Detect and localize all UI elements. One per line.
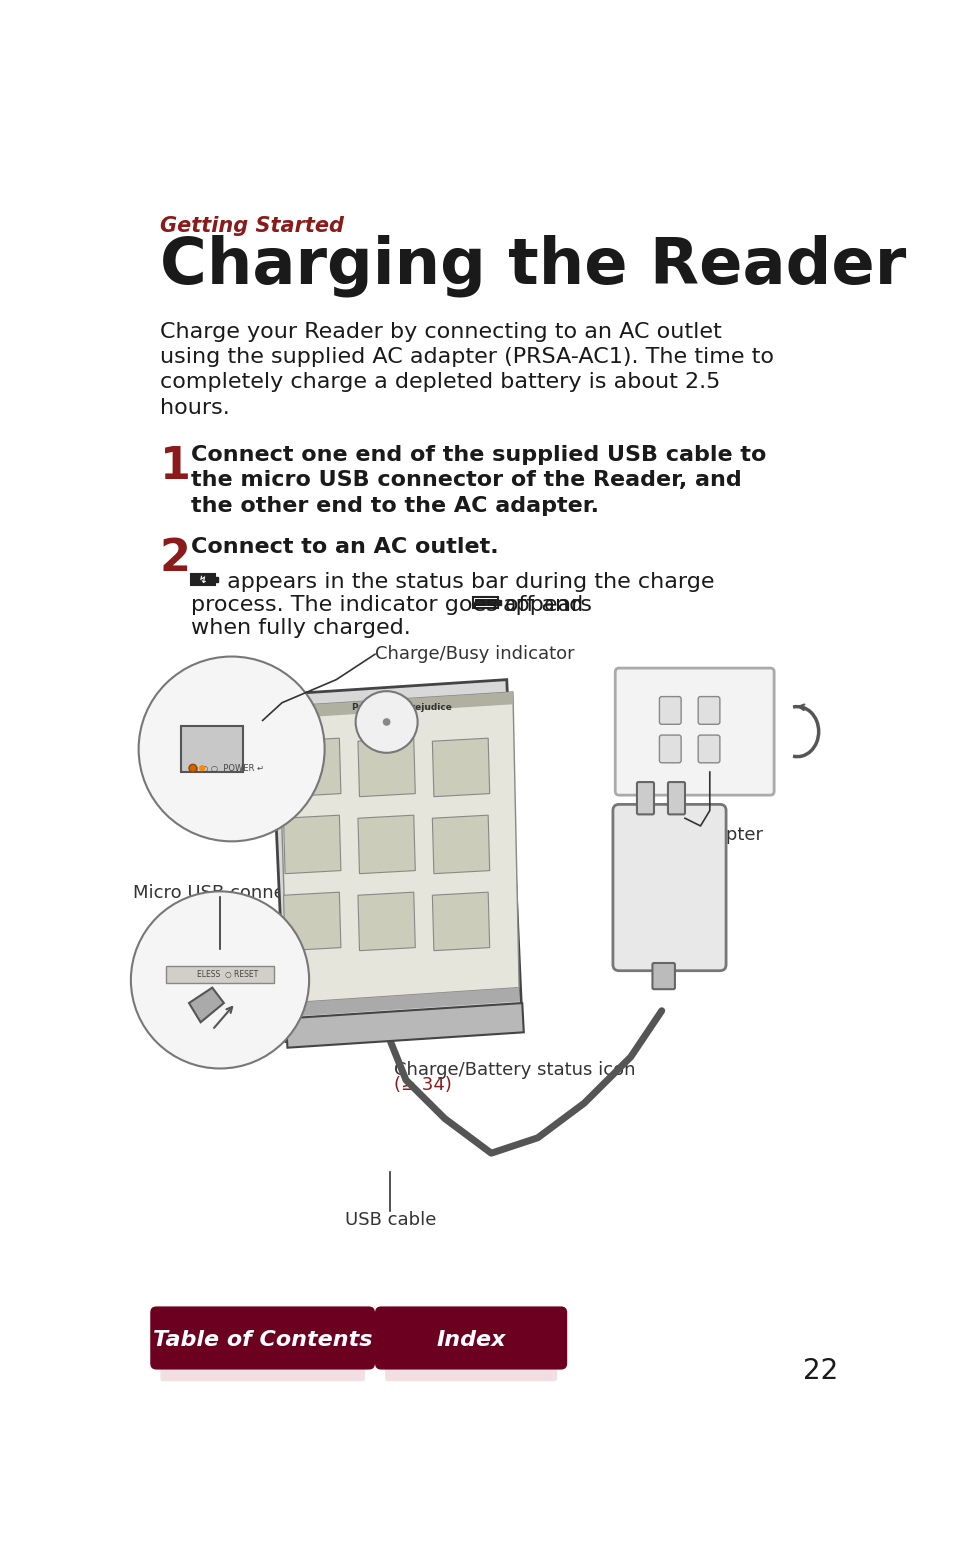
Text: process. The indicator goes off and: process. The indicator goes off and	[191, 595, 582, 615]
FancyBboxPatch shape	[698, 735, 720, 763]
Polygon shape	[283, 892, 340, 951]
Polygon shape	[357, 816, 415, 873]
FancyBboxPatch shape	[615, 668, 773, 796]
FancyBboxPatch shape	[475, 599, 497, 607]
Text: AC outlet: AC outlet	[661, 772, 744, 789]
Circle shape	[131, 892, 309, 1068]
Text: ELESS  ○ RESET: ELESS ○ RESET	[196, 970, 257, 979]
Text: ○ ○ ○  POWER ↵: ○ ○ ○ POWER ↵	[191, 763, 264, 772]
Text: Charge/Battery status icon: Charge/Battery status icon	[394, 1060, 636, 1079]
Text: Table of Contents: Table of Contents	[152, 1330, 372, 1350]
FancyBboxPatch shape	[698, 696, 720, 724]
Text: (≥ 34): (≥ 34)	[394, 1076, 452, 1095]
FancyBboxPatch shape	[652, 962, 674, 989]
Text: USB cable: USB cable	[344, 1211, 436, 1228]
Circle shape	[138, 657, 324, 841]
FancyBboxPatch shape	[659, 735, 680, 763]
Text: AC adapter: AC adapter	[661, 825, 762, 844]
Polygon shape	[286, 1003, 523, 1048]
Circle shape	[189, 764, 196, 772]
Polygon shape	[283, 738, 340, 797]
Circle shape	[199, 764, 205, 771]
Polygon shape	[278, 691, 513, 719]
FancyBboxPatch shape	[150, 1306, 375, 1370]
FancyBboxPatch shape	[473, 598, 497, 609]
FancyBboxPatch shape	[215, 578, 218, 582]
FancyBboxPatch shape	[166, 965, 274, 982]
Text: Getting Started: Getting Started	[159, 216, 343, 237]
FancyBboxPatch shape	[191, 575, 215, 585]
FancyBboxPatch shape	[160, 1362, 365, 1381]
Polygon shape	[287, 987, 518, 1017]
Text: the other end to the AC adapter.: the other end to the AC adapter.	[191, 495, 598, 515]
Text: appears: appears	[502, 595, 592, 615]
Polygon shape	[432, 892, 489, 951]
Polygon shape	[283, 816, 340, 873]
FancyBboxPatch shape	[375, 1306, 567, 1370]
Text: 2: 2	[159, 537, 191, 581]
Text: when fully charged.: when fully charged.	[191, 618, 410, 638]
Polygon shape	[357, 892, 415, 951]
Polygon shape	[357, 738, 415, 797]
Circle shape	[382, 718, 390, 726]
Polygon shape	[189, 987, 224, 1023]
Text: completely charge a depleted battery is about 2.5: completely charge a depleted battery is …	[159, 372, 720, 392]
Polygon shape	[432, 816, 489, 873]
FancyBboxPatch shape	[385, 1362, 557, 1381]
FancyBboxPatch shape	[667, 782, 684, 814]
Text: Pride and Prejudice: Pride and Prejudice	[352, 702, 451, 712]
Text: Charging the Reader: Charging the Reader	[159, 235, 904, 297]
Text: 22: 22	[802, 1358, 838, 1386]
Text: hours.: hours.	[159, 399, 229, 417]
Text: 1: 1	[159, 445, 191, 487]
Polygon shape	[432, 738, 489, 797]
FancyBboxPatch shape	[181, 726, 243, 772]
FancyBboxPatch shape	[497, 601, 500, 604]
Text: Index: Index	[436, 1330, 505, 1350]
Polygon shape	[278, 691, 518, 1003]
Text: the micro USB connector of the Reader, and: the micro USB connector of the Reader, a…	[191, 470, 740, 490]
Text: Micro USB connector: Micro USB connector	[133, 884, 320, 902]
Text: ↯: ↯	[198, 575, 207, 585]
Text: Connect one end of the supplied USB cable to: Connect one end of the supplied USB cabl…	[191, 445, 765, 466]
Text: Charge/Busy indicator: Charge/Busy indicator	[375, 645, 574, 663]
Circle shape	[355, 691, 417, 752]
Text: using the supplied AC adapter (PRSA-AC1). The time to: using the supplied AC adapter (PRSA-AC1)…	[159, 347, 773, 367]
FancyBboxPatch shape	[612, 805, 725, 970]
Text: appears in the status bar during the charge: appears in the status bar during the cha…	[220, 571, 714, 592]
Text: Connect to an AC outlet.: Connect to an AC outlet.	[191, 537, 497, 557]
Text: Charge your Reader by connecting to an AC outlet: Charge your Reader by connecting to an A…	[159, 322, 720, 341]
FancyBboxPatch shape	[659, 696, 680, 724]
FancyBboxPatch shape	[637, 782, 654, 814]
Polygon shape	[270, 680, 521, 1042]
